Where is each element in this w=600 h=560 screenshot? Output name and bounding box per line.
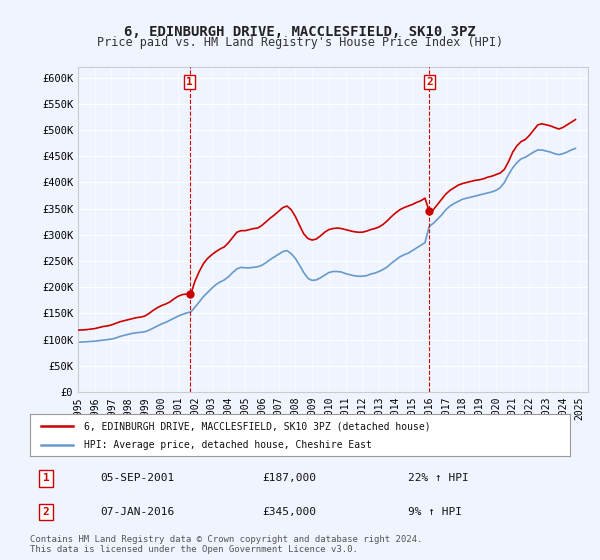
Text: 22% ↑ HPI: 22% ↑ HPI (408, 473, 469, 483)
Text: £345,000: £345,000 (262, 507, 316, 517)
Text: 6, EDINBURGH DRIVE, MACCLESFIELD, SK10 3PZ: 6, EDINBURGH DRIVE, MACCLESFIELD, SK10 3… (124, 25, 476, 39)
Text: £187,000: £187,000 (262, 473, 316, 483)
Text: 05-SEP-2001: 05-SEP-2001 (100, 473, 175, 483)
Text: 1: 1 (43, 473, 50, 483)
Text: 2: 2 (43, 507, 50, 517)
Text: 6, EDINBURGH DRIVE, MACCLESFIELD, SK10 3PZ (detached house): 6, EDINBURGH DRIVE, MACCLESFIELD, SK10 3… (84, 421, 431, 431)
Text: Price paid vs. HM Land Registry's House Price Index (HPI): Price paid vs. HM Land Registry's House … (97, 36, 503, 49)
Text: 07-JAN-2016: 07-JAN-2016 (100, 507, 175, 517)
Text: HPI: Average price, detached house, Cheshire East: HPI: Average price, detached house, Ches… (84, 440, 372, 450)
Text: 9% ↑ HPI: 9% ↑ HPI (408, 507, 462, 517)
Text: Contains HM Land Registry data © Crown copyright and database right 2024.
This d: Contains HM Land Registry data © Crown c… (30, 535, 422, 554)
Text: 2: 2 (426, 77, 433, 87)
Text: 1: 1 (186, 77, 193, 87)
